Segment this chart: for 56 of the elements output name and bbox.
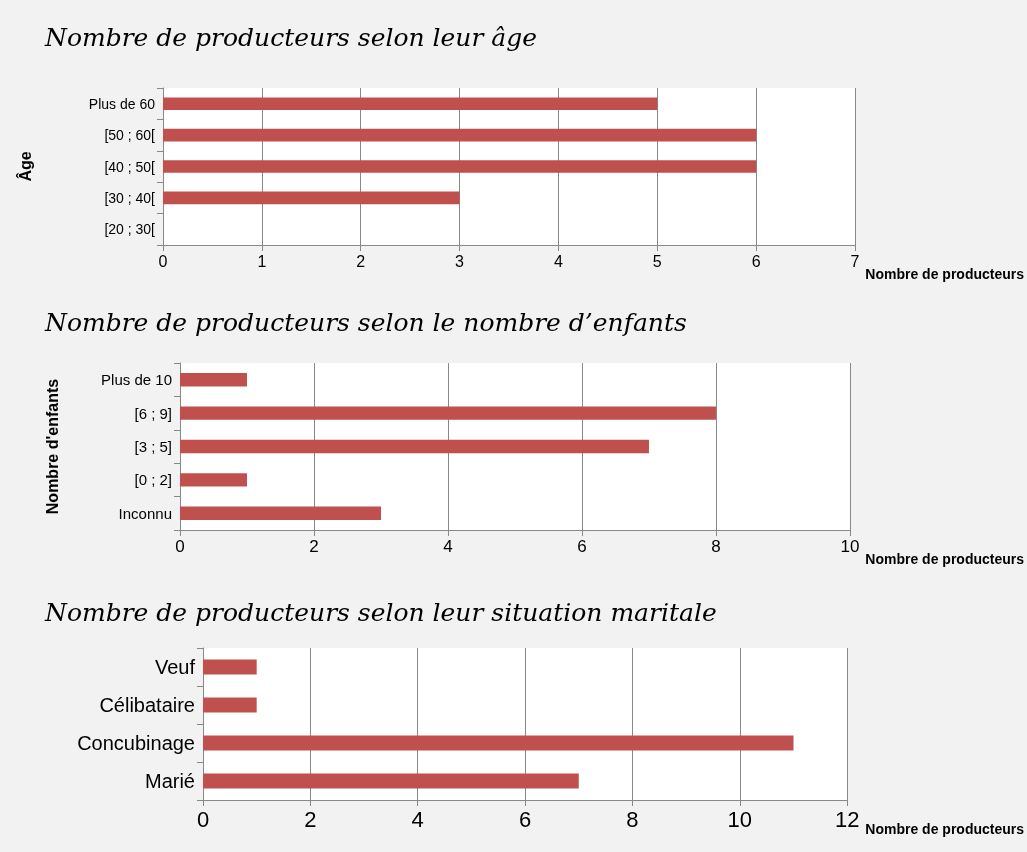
y-tick-label: [0 ; 2] [134,471,172,489]
x-tick-label: 8 [626,806,639,832]
x-tick-label: 0 [158,252,168,270]
x-tick-label: 4 [443,537,453,556]
y-tick-label: Célibataire [99,694,195,716]
bar [163,97,658,110]
bar [203,773,579,789]
bar [180,439,649,454]
y-tick-label: [3 ; 5] [134,438,172,455]
x-tick-label: 3 [455,252,465,270]
x-axis-title: Nombre de producteurs [865,266,1025,282]
x-tick-label: 4 [411,806,424,832]
y-tick-label: Veuf [154,656,196,678]
x-tick-label: 1 [257,252,267,270]
y-tick-label: Plus de 10 [101,371,172,389]
y-tick-label: [30 ; 40[ [104,189,156,206]
x-tick-label: 4 [553,252,563,270]
x-tick-label: 0 [175,537,185,556]
y-tick-label: [20 ; 30[ [104,221,156,238]
bar [180,373,247,387]
y-axis-title: Âge [15,151,34,182]
x-tick-label: 6 [751,252,761,270]
chart-title: Nombre de producteurs selon leur âge [44,23,538,52]
bar [203,697,257,713]
x-tick-label: 12 [834,806,860,832]
bar [180,406,716,420]
x-tick-label: 2 [356,252,366,270]
bar [180,506,381,520]
x-tick-label: 0 [196,806,210,832]
x-tick-label: 7 [850,252,860,270]
x-axis-title: Nombre de producteurs [865,821,1025,837]
x-tick-label: 5 [652,252,662,270]
y-tick-label: [40 ; 50[ [104,158,156,175]
bar [163,191,460,205]
x-tick-label: 10 [840,537,860,556]
y-tick-label: [6 ; 9] [134,404,172,422]
x-tick-label: 2 [304,806,317,832]
bar [203,735,794,751]
bar [180,473,247,487]
x-tick-label: 6 [518,806,532,832]
y-tick-label: Inconnu [118,504,172,522]
bar [203,659,257,675]
x-axis-title: Nombre de producteurs [865,551,1025,567]
y-tick-label: Marié [144,770,195,792]
x-tick-label: 6 [577,537,587,556]
bar [163,128,757,142]
x-tick-label: 2 [309,537,319,556]
x-tick-label: 8 [711,537,721,556]
y-tick-label: Plus de 60 [88,95,156,112]
x-tick-label: 10 [727,806,753,832]
chart-title: Nombre de producteurs selon le nombre d’enfants [44,308,687,337]
y-tick-label: Concubinage [77,732,195,754]
chart-title: Nombre de producteurs selon leur situation maritale [44,598,717,627]
bar [163,160,757,173]
y-tick-label: [50 ; 60[ [104,127,156,144]
y-axis-title: Nombre d'enfants [43,378,61,515]
